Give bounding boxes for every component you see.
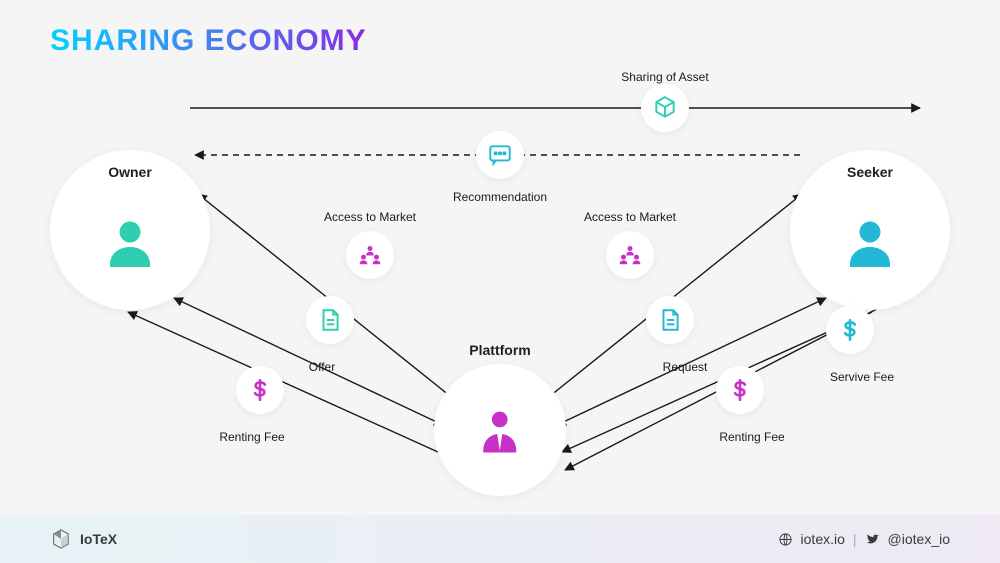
market-right-label: Access to Market [584,210,676,224]
service-fee-label: Servive Fee [830,370,894,384]
brand-text: IoTeX [80,531,117,547]
platform-label: Plattform [469,342,530,358]
renting-left-label: Renting Fee [219,430,284,444]
footer: IoTeX iotex.io | @iotex_io [0,515,1000,563]
renting-left-node [236,366,284,414]
owner-label: Owner [108,164,152,180]
globe-icon [778,532,793,547]
renting-right-node [716,366,764,414]
sharing-asset-node [641,84,689,132]
diagram-canvas: Owner Seeker Plattform Sharing of Asset Rec… [0,0,1000,563]
platform-node: Plattform [434,364,566,496]
logo-icon [50,528,72,550]
market-left-node [346,231,394,279]
recommendation-node [476,131,524,179]
sharing-asset-label: Sharing of Asset [621,70,708,84]
twitter-icon [865,532,880,547]
request-label: Request [663,360,708,374]
renting-right-label: Renting Fee [719,430,784,444]
market-left-label: Access to Market [324,210,416,224]
seeker-node: Seeker [790,150,950,310]
footer-brand: IoTeX [50,528,117,550]
offer-node [306,296,354,344]
footer-site: iotex.io [801,531,845,547]
owner-node: Owner [50,150,210,310]
recommendation-label: Recommendation [453,190,547,204]
service-fee-node [826,306,874,354]
offer-label: Offer [309,360,335,374]
seeker-label: Seeker [847,164,893,180]
request-node [646,296,694,344]
market-right-node [606,231,654,279]
footer-twitter: @iotex_io [888,531,950,547]
